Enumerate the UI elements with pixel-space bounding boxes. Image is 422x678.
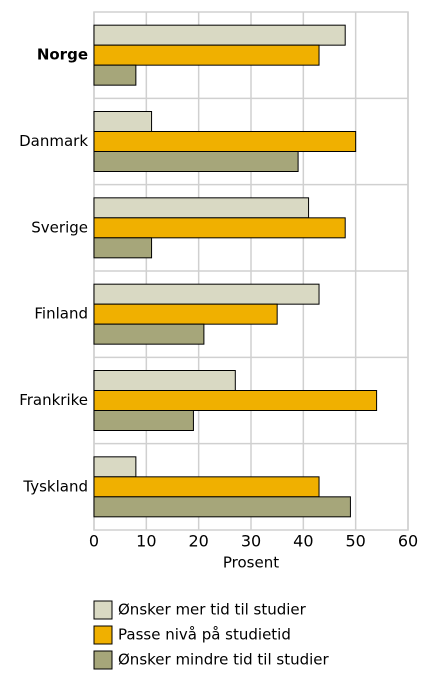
x-tick-label: 0: [89, 532, 99, 551]
y-tick-label: Frankrike: [19, 391, 88, 409]
bar: [93, 197, 310, 219]
legend-label: Ønsker mindre tid til studier: [118, 651, 330, 669]
bar: [93, 390, 378, 411]
legend-swatch: [93, 625, 113, 645]
bar: [93, 64, 137, 86]
x-tick-label: 40: [293, 532, 313, 551]
y-tick-label: Norge: [37, 46, 88, 64]
bar: [93, 303, 278, 325]
legend-swatch: [93, 650, 113, 670]
x-tick-label: 50: [345, 532, 365, 551]
bar: [93, 496, 351, 518]
x-tick-label: 30: [241, 532, 261, 551]
bar: [93, 24, 346, 46]
bar: [93, 151, 299, 172]
x-tick-label: 20: [188, 532, 208, 551]
bar: [93, 410, 194, 431]
y-tick-label: Tyskland: [22, 477, 88, 495]
legend-label: Ønsker mer tid til studier: [118, 601, 307, 619]
bar: [93, 217, 346, 239]
bar: [93, 370, 236, 391]
bar: [93, 476, 320, 498]
legend-label: Passe nivå på studietid: [118, 626, 291, 644]
bar: [93, 456, 137, 478]
x-axis-label: Prosent: [223, 554, 279, 572]
y-tick-label: Finland: [34, 305, 88, 323]
bar: [93, 323, 205, 345]
y-tick-label: Danmark: [19, 132, 88, 150]
x-tick-label: 10: [136, 532, 156, 551]
bar: [93, 237, 153, 259]
bar: [93, 44, 320, 66]
x-tick-label: 60: [398, 532, 418, 551]
bar: [93, 131, 357, 152]
legend-swatch: [93, 600, 113, 620]
y-tick-label: Sverige: [31, 218, 88, 236]
bar: [93, 111, 153, 132]
bar: [93, 283, 320, 305]
